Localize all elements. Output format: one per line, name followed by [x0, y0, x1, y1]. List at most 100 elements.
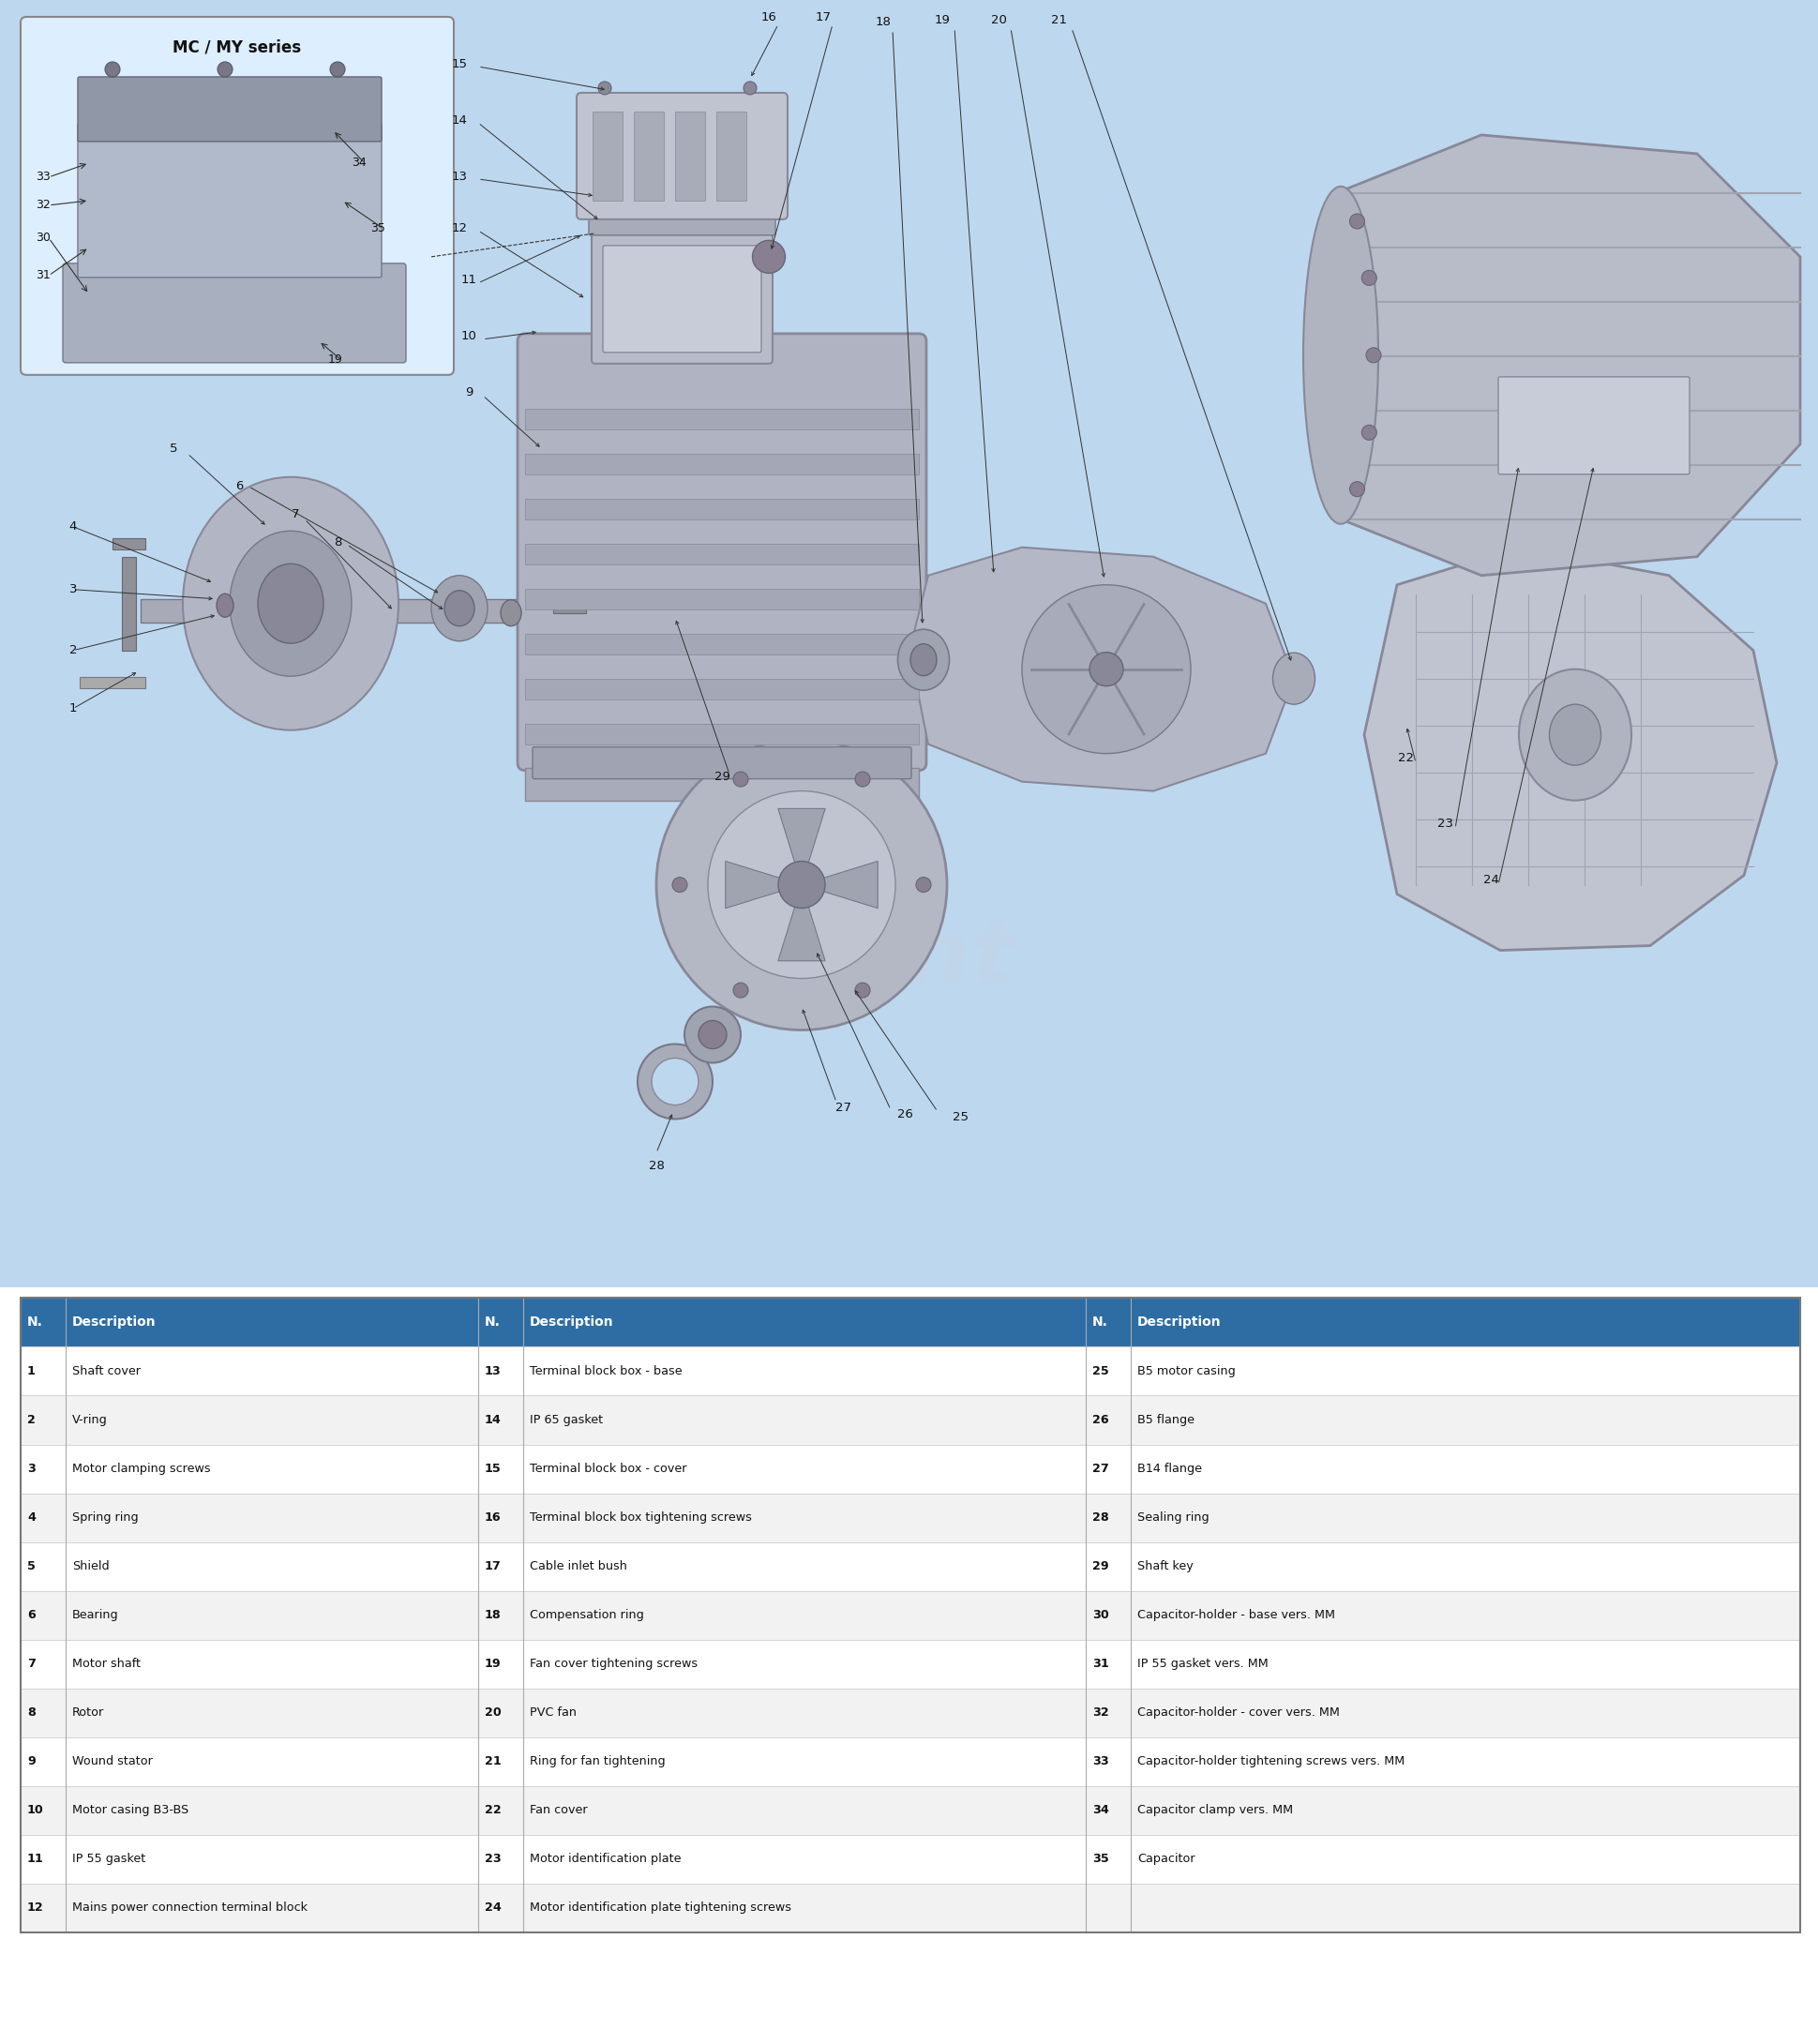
Bar — [525, 409, 918, 429]
Text: 23: 23 — [484, 1854, 502, 1866]
Text: IP 55 gasket vers. MM: IP 55 gasket vers. MM — [1136, 1658, 1267, 1670]
Text: 4: 4 — [69, 521, 76, 533]
Bar — [525, 724, 918, 744]
Circle shape — [778, 861, 825, 908]
Circle shape — [854, 773, 869, 787]
Text: 34: 34 — [351, 157, 365, 170]
FancyBboxPatch shape — [1498, 376, 1689, 474]
Text: 19: 19 — [327, 354, 344, 366]
Ellipse shape — [638, 1044, 713, 1118]
Text: Sealing ring: Sealing ring — [1136, 1511, 1209, 1523]
Bar — [674, 112, 705, 200]
Text: 30: 30 — [36, 231, 51, 243]
Bar — [593, 112, 622, 200]
Text: 31: 31 — [1093, 1658, 1109, 1670]
Text: Capacitor-holder tightening screws vers. MM: Capacitor-holder tightening screws vers.… — [1136, 1756, 1403, 1768]
Text: 11: 11 — [27, 1854, 44, 1866]
Text: MC / MY series: MC / MY series — [173, 39, 302, 57]
FancyBboxPatch shape — [78, 125, 382, 278]
Text: 33: 33 — [36, 172, 51, 184]
Text: N.: N. — [1093, 1316, 1107, 1329]
Text: 27: 27 — [1093, 1464, 1109, 1476]
Text: 29: 29 — [1093, 1560, 1109, 1572]
Bar — [525, 454, 918, 474]
Text: N.: N. — [27, 1316, 44, 1329]
Text: 15: 15 — [484, 1464, 502, 1476]
Text: 24: 24 — [484, 1901, 502, 1913]
Text: PVC fan: PVC fan — [529, 1707, 576, 1719]
Text: 12: 12 — [27, 1901, 44, 1913]
Ellipse shape — [1273, 652, 1314, 705]
Text: IP 65 gasket: IP 65 gasket — [529, 1414, 604, 1427]
Text: 13: 13 — [451, 172, 467, 184]
FancyBboxPatch shape — [20, 16, 453, 374]
Text: 20: 20 — [484, 1707, 502, 1719]
Polygon shape — [909, 548, 1293, 791]
Bar — [20, 1885, 1800, 1932]
Polygon shape — [725, 861, 802, 908]
Text: 28: 28 — [1093, 1511, 1109, 1523]
Bar — [267, 84, 291, 135]
Text: 14: 14 — [451, 114, 467, 127]
Circle shape — [744, 82, 756, 94]
Text: 25: 25 — [953, 1112, 969, 1124]
Ellipse shape — [1549, 705, 1600, 764]
Text: Motor identification plate: Motor identification plate — [529, 1854, 680, 1866]
Text: 13: 13 — [484, 1365, 502, 1378]
Bar — [20, 1836, 1800, 1885]
Text: 31: 31 — [36, 270, 51, 282]
Circle shape — [733, 773, 747, 787]
Circle shape — [1362, 425, 1376, 439]
Text: 30: 30 — [1093, 1609, 1109, 1621]
Ellipse shape — [698, 1020, 725, 1049]
Polygon shape — [778, 809, 825, 885]
Text: 6: 6 — [235, 480, 244, 493]
Circle shape — [1022, 585, 1191, 754]
Circle shape — [1349, 482, 1364, 497]
Bar — [20, 1688, 1800, 1737]
Text: 7: 7 — [291, 509, 300, 521]
Text: 19: 19 — [934, 14, 949, 27]
Text: Motor casing B3-BS: Motor casing B3-BS — [73, 1805, 189, 1817]
Text: Capacitor-holder - base vers. MM: Capacitor-holder - base vers. MM — [1136, 1609, 1334, 1621]
Text: 18: 18 — [874, 16, 891, 29]
Text: Capacitor-holder - cover vers. MM: Capacitor-holder - cover vers. MM — [1136, 1707, 1340, 1719]
Text: 23: 23 — [1436, 818, 1453, 830]
Ellipse shape — [500, 599, 522, 625]
Text: 9: 9 — [465, 386, 473, 399]
FancyBboxPatch shape — [78, 78, 382, 141]
Text: Description: Description — [529, 1316, 613, 1329]
Bar — [122, 556, 136, 650]
Text: Shaft cover: Shaft cover — [73, 1365, 140, 1378]
Bar — [716, 112, 745, 200]
Ellipse shape — [216, 593, 233, 617]
Text: 16: 16 — [484, 1511, 502, 1523]
Text: 8: 8 — [27, 1707, 36, 1719]
Text: Shaft key: Shaft key — [1136, 1560, 1193, 1572]
Ellipse shape — [911, 644, 936, 677]
Ellipse shape — [431, 576, 487, 642]
Text: Terminal block box tightening screws: Terminal block box tightening screws — [529, 1511, 751, 1523]
Text: 16: 16 — [760, 12, 776, 25]
Circle shape — [1349, 215, 1364, 229]
Bar — [633, 112, 664, 200]
Text: 18: 18 — [484, 1609, 502, 1621]
Text: Motor clamping screws: Motor clamping screws — [73, 1464, 211, 1476]
Bar — [525, 634, 918, 654]
Ellipse shape — [898, 630, 949, 691]
Text: 3: 3 — [69, 583, 76, 595]
Bar — [20, 1445, 1800, 1494]
Text: 9: 9 — [27, 1756, 36, 1768]
Circle shape — [105, 61, 120, 78]
Text: Terminal block box - base: Terminal block box - base — [529, 1365, 682, 1378]
Circle shape — [218, 61, 233, 78]
Text: 35: 35 — [1093, 1854, 1109, 1866]
Text: Description: Description — [1136, 1316, 1220, 1329]
Text: vent: vent — [785, 916, 1014, 1004]
Text: 5: 5 — [27, 1560, 36, 1572]
Text: Fan cover tightening screws: Fan cover tightening screws — [529, 1658, 698, 1670]
Text: 6: 6 — [27, 1609, 35, 1621]
Text: Fan cover: Fan cover — [529, 1805, 587, 1817]
Text: 25: 25 — [1093, 1365, 1109, 1378]
Text: 32: 32 — [36, 198, 51, 211]
